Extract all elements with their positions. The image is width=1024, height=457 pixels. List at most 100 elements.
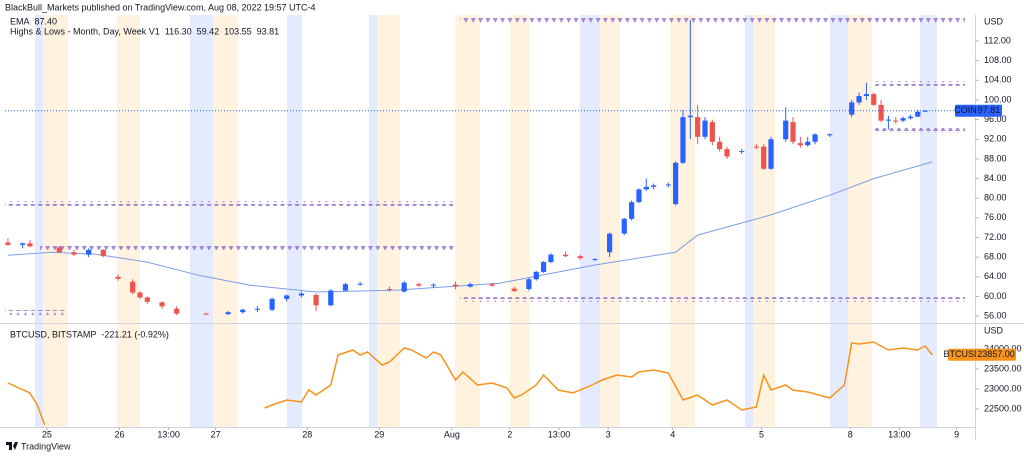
candle-body <box>313 294 319 306</box>
candle-body <box>416 284 422 286</box>
y-tick-label: 104.00 <box>984 75 1012 85</box>
candle <box>562 251 569 258</box>
candle <box>665 182 671 188</box>
x-tick-label: 26 <box>114 429 124 439</box>
y-tick-label: 24000.00 <box>984 343 1022 353</box>
candle <box>606 232 613 258</box>
candle <box>27 239 33 248</box>
candle-body <box>629 202 635 219</box>
y-tick-label: 22500.00 <box>984 403 1022 413</box>
symbol-tag-text: BTCUSD <box>943 349 981 359</box>
candle-body <box>357 283 363 285</box>
candle <box>467 282 473 288</box>
candle-body <box>702 120 708 137</box>
candle-body <box>915 111 921 117</box>
y-tick-label: 68.00 <box>984 252 1007 262</box>
candle-body <box>680 117 686 163</box>
candle <box>856 92 862 105</box>
price-tag <box>976 348 1016 361</box>
y-tick-label: 56.00 <box>984 310 1007 320</box>
y-tick-label: 92.00 <box>984 134 1007 144</box>
candle-body <box>5 242 11 245</box>
candle-body <box>695 117 701 137</box>
y-tick-label: 108.00 <box>984 55 1012 65</box>
candle <box>761 144 767 170</box>
candle <box>673 161 679 206</box>
candle <box>680 109 686 164</box>
x-tick-label: 28 <box>302 429 312 439</box>
x-tick-label: 8 <box>848 429 853 439</box>
candle <box>922 109 928 112</box>
candle <box>636 188 642 204</box>
candle <box>284 294 290 302</box>
candle <box>328 289 334 307</box>
candle-body <box>225 312 231 315</box>
x-tick-label: 29 <box>374 429 384 439</box>
candle-body <box>174 308 180 314</box>
legend-value: 103.55 <box>224 26 252 36</box>
candle-body <box>328 290 334 306</box>
candle <box>783 107 789 142</box>
candle-body <box>100 249 106 257</box>
candle <box>100 249 106 258</box>
y-tick-label: 112.00 <box>984 35 1011 45</box>
candle <box>827 133 833 137</box>
legend-name: EMA <box>10 16 30 26</box>
series-line <box>7 341 933 426</box>
candle <box>592 258 598 261</box>
candle <box>86 248 92 258</box>
candle-body <box>856 96 862 103</box>
candle-body <box>137 292 143 298</box>
candle <box>768 136 774 170</box>
symbol-tag <box>948 348 976 361</box>
candle-body <box>540 262 547 272</box>
candle <box>357 281 363 286</box>
candle-body <box>71 252 77 255</box>
candle <box>871 92 877 106</box>
price-tag-text: 97.81 <box>978 105 1001 115</box>
candle <box>907 114 914 120</box>
candle <box>416 282 422 287</box>
candle-body <box>922 110 928 112</box>
candle-body <box>562 254 569 257</box>
y-tick-label: 76.00 <box>984 212 1007 222</box>
x-tick-label: 27 <box>211 429 221 439</box>
candle-body <box>673 162 679 205</box>
candle-body <box>805 141 811 146</box>
axis-unit: USD <box>984 325 1004 335</box>
price-tag-text: 23857.00 <box>977 349 1015 359</box>
candle-body <box>636 189 642 203</box>
candle-body <box>203 313 209 315</box>
candle <box>174 306 180 316</box>
candle <box>651 183 657 190</box>
candle <box>430 283 437 288</box>
candle <box>893 117 899 124</box>
candle-body <box>717 141 723 150</box>
candle-body <box>900 118 906 121</box>
candle <box>577 254 583 260</box>
y-tick-label: 96.00 <box>984 114 1007 124</box>
candle-body <box>56 247 62 253</box>
candle <box>5 238 11 246</box>
x-tick-label: 9 <box>954 429 959 439</box>
candle <box>203 312 209 316</box>
candle-body <box>386 289 393 291</box>
candle-body <box>893 120 899 122</box>
candle-body <box>533 271 539 280</box>
candle-body <box>592 259 598 261</box>
candle-body <box>298 293 305 296</box>
series-line <box>7 161 933 293</box>
y-tick-label: 88.00 <box>984 153 1007 163</box>
candle <box>342 282 349 292</box>
candle <box>724 146 730 159</box>
candle-body <box>827 134 833 136</box>
candle <box>885 115 892 130</box>
candle-body <box>159 302 165 307</box>
candle-body <box>452 284 459 287</box>
candle-body <box>27 243 33 247</box>
candle <box>115 274 121 281</box>
candle <box>298 291 305 298</box>
candle <box>717 136 723 152</box>
